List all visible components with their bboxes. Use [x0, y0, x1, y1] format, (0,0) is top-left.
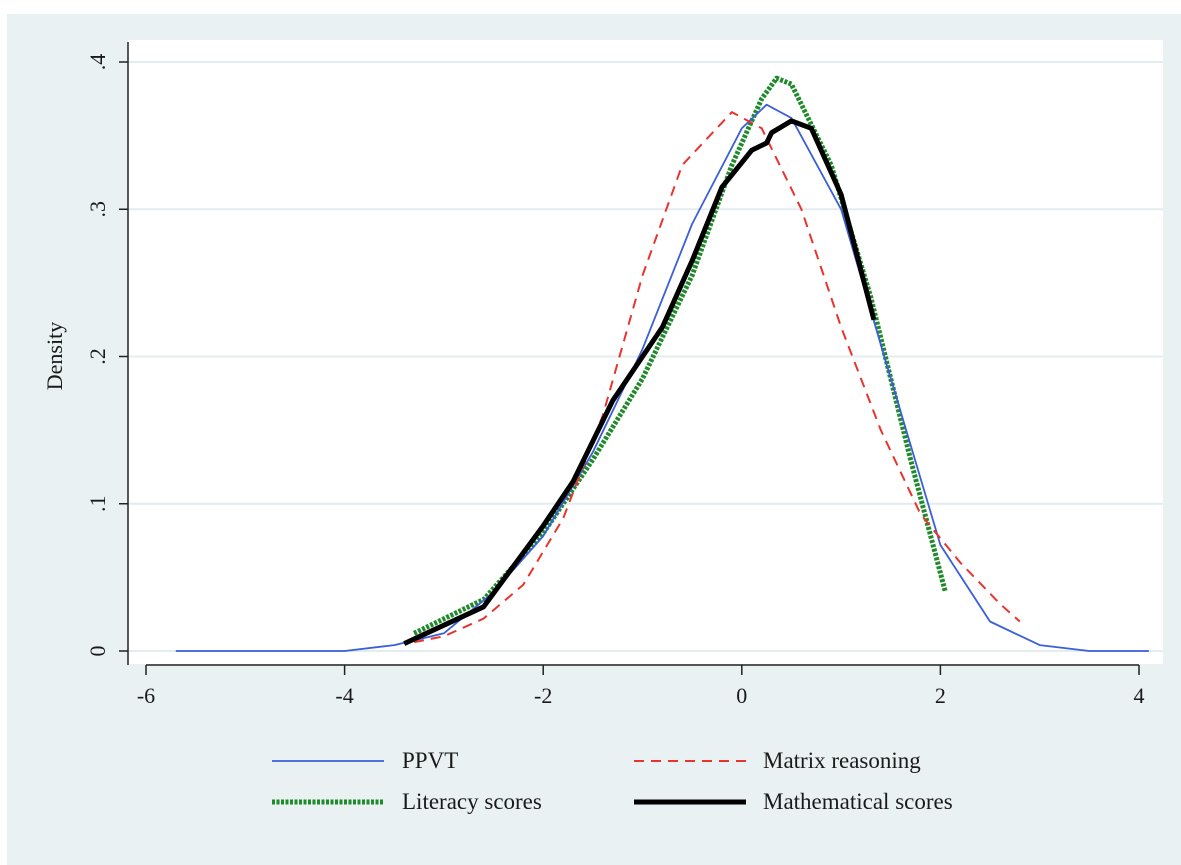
y-tick-label: .3 — [85, 201, 110, 218]
x-tick-label: 2 — [935, 683, 946, 708]
y-tick-label: .1 — [85, 496, 110, 513]
y-axis-label: Density — [42, 322, 67, 390]
x-tick-label: -6 — [137, 683, 155, 708]
legend-label: Mathematical scores — [763, 789, 953, 814]
x-tick-label: 4 — [1134, 683, 1145, 708]
series-line-ppvt — [175, 103, 1149, 652]
y-tick-label: .4 — [85, 54, 110, 71]
legend-label: Literacy scores — [402, 789, 542, 814]
legend-label: Matrix reasoning — [763, 748, 921, 773]
y-tick-label: 0 — [85, 646, 110, 657]
series-line-mathematical-scores — [403, 118, 877, 646]
series-line-matrix-reasoning — [413, 111, 1021, 644]
legend-label: PPVT — [402, 748, 458, 773]
x-tick-label: -4 — [335, 683, 353, 708]
x-tick-label: -2 — [534, 683, 552, 708]
y-tick-label: .2 — [85, 348, 110, 365]
figure-header — [0, 0, 1181, 14]
x-tick-label: 0 — [736, 683, 747, 708]
